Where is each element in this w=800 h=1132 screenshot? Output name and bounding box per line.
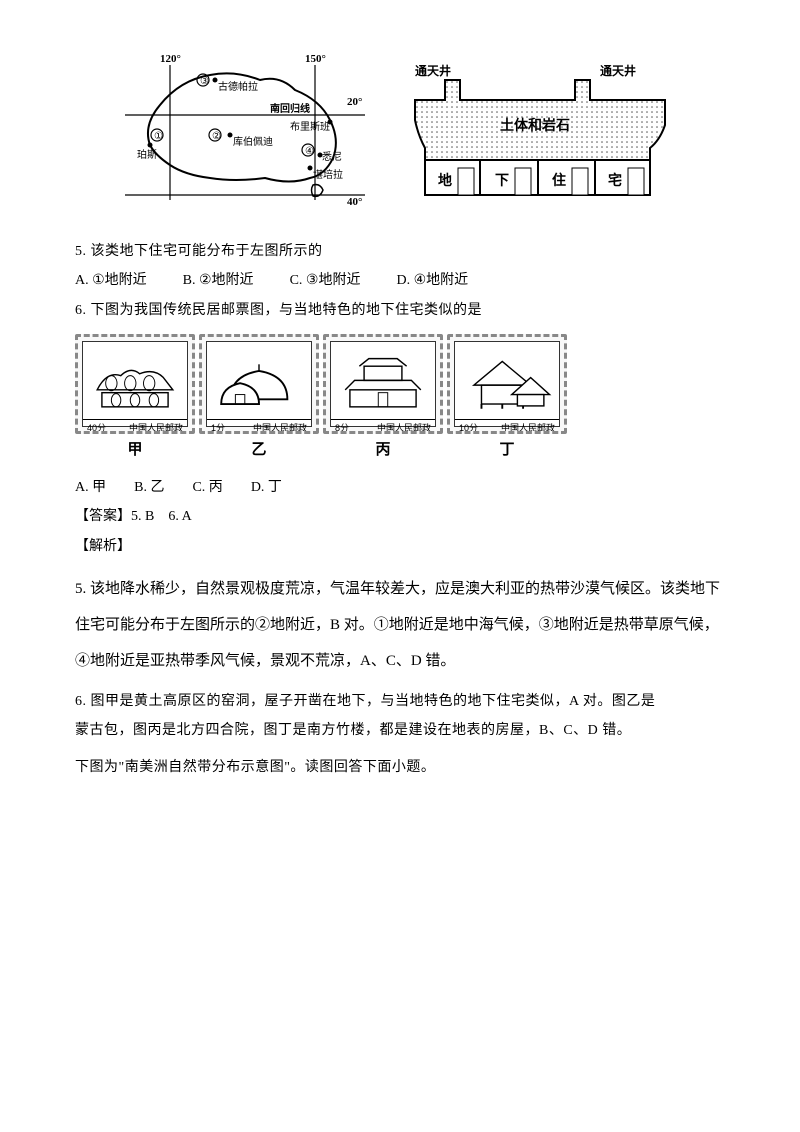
lon-150: 150° bbox=[305, 53, 326, 65]
q6-opt-b: B. 乙 bbox=[134, 475, 164, 502]
stamp-ding: 10分 中国人民邮政 bbox=[447, 334, 567, 434]
num3: ③ bbox=[200, 76, 209, 87]
stamp3-value: 8分 bbox=[335, 420, 349, 434]
stamp3-post: 中国人民邮政 bbox=[377, 420, 431, 434]
q5-opt-d: D. ④地附近 bbox=[396, 268, 468, 295]
skylight-label-right: 通天井 bbox=[600, 63, 636, 78]
stamp4-value: 10分 bbox=[459, 420, 478, 434]
stamp2-post: 中国人民邮政 bbox=[253, 420, 307, 434]
num1: ① bbox=[154, 131, 163, 142]
skylight-label-left: 通天井 bbox=[415, 63, 451, 78]
label-ding: 丁 bbox=[447, 436, 567, 465]
stamp-yi: 1分 中国人民邮政 bbox=[199, 334, 319, 434]
q6-text: 6. 下图为我国传统民居邮票图，与当地特色的地下住宅类似的是 bbox=[75, 298, 725, 325]
stamp-bing: 8分 中国人民邮政 bbox=[323, 334, 443, 434]
q5-opt-b: B. ②地附近 bbox=[183, 268, 254, 295]
q6-options: A. 甲 B. 乙 C. 丙 D. 丁 bbox=[75, 475, 725, 502]
city-perth: 珀斯 bbox=[137, 148, 157, 161]
label-jia: 甲 bbox=[75, 436, 195, 465]
stamp1-post: 中国人民邮政 bbox=[129, 420, 183, 434]
city-kubo: 库伯佩迪 bbox=[233, 135, 273, 148]
room4: 宅 bbox=[608, 172, 622, 189]
q5-options: A. ①地附近 B. ②地附近 C. ③地附近 D. ④地附近 bbox=[75, 268, 725, 295]
num4: ④ bbox=[305, 146, 314, 157]
stamp-jia: 40分 中国人民邮政 bbox=[75, 334, 195, 434]
explain-6a: 6. 图甲是黄土高原区的窑洞，屋子开凿在地下，与当地特色的地下住宅类似，A 对。… bbox=[75, 689, 725, 716]
city-sydney: 悉尼 bbox=[322, 151, 342, 163]
stamp2-value: 1分 bbox=[211, 420, 225, 434]
answer-line: 【答案】5. B 6. A bbox=[75, 504, 725, 531]
next-q-intro: 下图为"南美洲自然带分布示意图"。读图回答下面小题。 bbox=[75, 755, 725, 782]
stamp1-value: 40分 bbox=[87, 420, 106, 434]
underground-house-diagram: 通天井 通天井 土体和岩石 地 下 住 宅 bbox=[400, 50, 680, 221]
label-bing: 丙 bbox=[323, 436, 443, 465]
q6-opt-d: D. 丁 bbox=[251, 475, 282, 502]
room3: 住 bbox=[552, 172, 566, 189]
lon-120: 120° bbox=[160, 53, 181, 65]
soil-label: 土体和岩石 bbox=[500, 117, 570, 134]
room2: 下 bbox=[495, 173, 509, 189]
stamps-row: 40分 中国人民邮政 1分 中国人民邮政 bbox=[75, 334, 725, 434]
city-buli: 布里斯班 bbox=[290, 120, 330, 133]
lat-40: 40° bbox=[347, 196, 362, 208]
city-gude: 古德帕拉 bbox=[218, 80, 258, 93]
top-figures: 120° 150° 20° 40° 南回归线 ③ 古德帕拉 ② 库伯佩迪 ① 珀… bbox=[75, 50, 725, 221]
explain-6b: 蒙古包，图丙是北方四合院，图丁是南方竹楼，都是建设在地表的房屋，B、C、D 错。 bbox=[75, 718, 725, 745]
tropic-label: 南回归线 bbox=[270, 102, 310, 115]
q6-opt-a: A. 甲 bbox=[75, 475, 106, 502]
room1: 地 bbox=[438, 172, 452, 189]
q5-opt-c: C. ③地附近 bbox=[290, 268, 361, 295]
label-yi: 乙 bbox=[199, 436, 319, 465]
stamp-labels: 甲 乙 丙 丁 bbox=[75, 436, 725, 465]
australia-map: 120° 150° 20° 40° 南回归线 ③ 古德帕拉 ② 库伯佩迪 ① 珀… bbox=[115, 50, 375, 221]
explain-5: 5. 该地降水稀少，自然景观极度荒凉，气温年较差大，应是澳大利亚的热带沙漠气候区… bbox=[75, 571, 725, 679]
city-canberra: 堪培拉 bbox=[313, 168, 343, 181]
explain-head: 【解析】 bbox=[75, 534, 725, 561]
lat-20: 20° bbox=[347, 96, 362, 108]
num2: ② bbox=[212, 131, 221, 142]
q5-opt-a: A. ①地附近 bbox=[75, 268, 147, 295]
stamp4-post: 中国人民邮政 bbox=[501, 420, 555, 434]
q5-text: 5. 该类地下住宅可能分布于左图所示的 bbox=[75, 239, 725, 266]
q6-opt-c: C. 丙 bbox=[192, 475, 222, 502]
